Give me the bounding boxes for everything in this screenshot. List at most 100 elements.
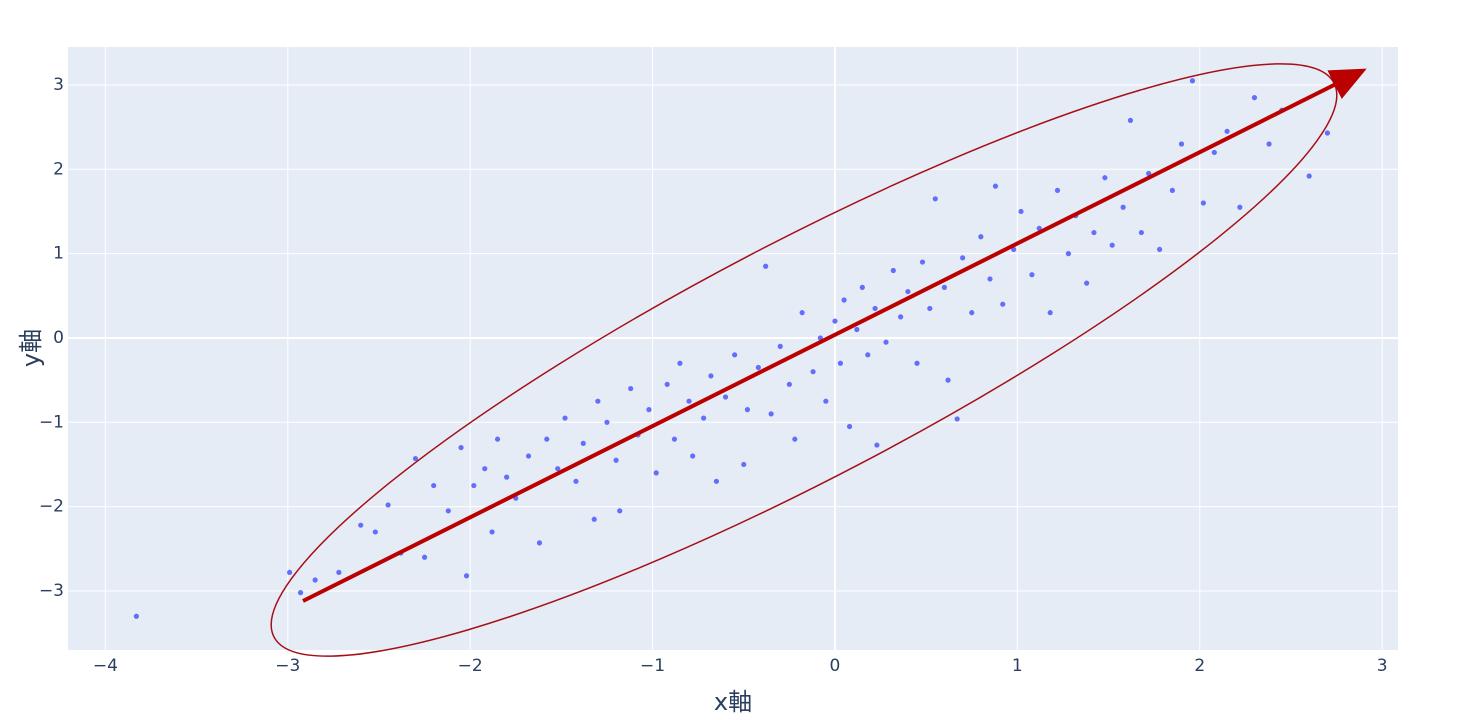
point xyxy=(504,474,510,480)
point xyxy=(1065,251,1072,257)
point xyxy=(653,470,659,476)
point xyxy=(810,369,816,375)
point xyxy=(463,573,470,579)
point xyxy=(336,569,342,576)
point xyxy=(312,577,318,583)
point xyxy=(722,394,729,400)
point xyxy=(713,478,720,484)
point xyxy=(1211,149,1217,156)
point xyxy=(1018,208,1024,215)
point xyxy=(872,305,878,312)
point xyxy=(799,310,805,316)
point xyxy=(1047,310,1053,316)
point xyxy=(536,540,543,546)
point xyxy=(671,436,678,442)
point xyxy=(372,529,378,535)
point xyxy=(471,482,477,489)
point xyxy=(573,478,579,484)
point xyxy=(708,373,714,379)
point xyxy=(932,196,938,202)
point xyxy=(1189,78,1196,84)
point xyxy=(865,352,871,358)
y-tick-label: −3 xyxy=(39,581,64,601)
point xyxy=(1178,141,1185,147)
point xyxy=(1200,200,1206,206)
point xyxy=(617,508,623,514)
point xyxy=(744,407,751,413)
point xyxy=(792,436,798,442)
y-tick-label: 2 xyxy=(53,159,64,179)
point xyxy=(786,381,792,387)
point xyxy=(846,423,853,430)
point xyxy=(1054,187,1061,193)
point xyxy=(1306,173,1312,179)
point xyxy=(732,352,738,358)
point xyxy=(859,284,865,290)
point xyxy=(482,466,488,472)
point xyxy=(1251,95,1258,101)
x-tick-label: 1 xyxy=(1012,656,1023,676)
y-tick-label: −2 xyxy=(39,497,64,517)
point xyxy=(287,569,293,576)
point xyxy=(133,613,139,619)
y-tick-label: 0 xyxy=(53,328,64,348)
point xyxy=(954,416,960,422)
point xyxy=(841,297,847,303)
point xyxy=(1127,117,1134,123)
point xyxy=(1120,204,1126,210)
point xyxy=(987,276,993,282)
point xyxy=(905,288,911,295)
point xyxy=(421,554,428,560)
x-tick-label: 3 xyxy=(1377,656,1388,676)
point xyxy=(832,318,838,324)
point xyxy=(445,508,451,514)
point xyxy=(562,415,568,421)
point xyxy=(686,398,692,404)
point xyxy=(1084,280,1090,286)
point xyxy=(919,259,926,265)
point xyxy=(591,516,597,522)
point xyxy=(489,529,495,535)
point xyxy=(978,234,984,240)
point xyxy=(1109,242,1115,248)
point xyxy=(613,457,619,463)
point xyxy=(1036,225,1042,231)
point xyxy=(677,360,683,366)
point xyxy=(1169,187,1175,193)
point xyxy=(358,522,364,528)
point xyxy=(960,255,966,261)
y-tick-label: 3 xyxy=(53,75,64,95)
point xyxy=(854,326,860,333)
x-tick-label: 2 xyxy=(1194,656,1205,676)
point xyxy=(1324,130,1331,136)
plot-area xyxy=(68,47,1398,650)
point xyxy=(664,381,670,387)
point xyxy=(628,385,634,392)
point xyxy=(431,482,437,489)
point xyxy=(1224,128,1230,134)
x-tick-label: −1 xyxy=(640,656,665,676)
point xyxy=(604,419,610,425)
point xyxy=(297,590,304,596)
point xyxy=(837,360,844,366)
point xyxy=(1266,141,1272,147)
x-tick-label: −4 xyxy=(93,656,118,676)
point xyxy=(898,314,904,320)
point xyxy=(555,466,561,472)
point xyxy=(890,267,896,274)
arrow xyxy=(302,68,1367,603)
y-tick-label: 1 xyxy=(53,244,64,264)
x-tick-label: 0 xyxy=(830,656,841,676)
point xyxy=(823,398,829,404)
x-tick-label: −3 xyxy=(275,656,300,676)
point xyxy=(1138,229,1144,236)
point xyxy=(992,183,999,189)
point xyxy=(544,436,550,442)
point xyxy=(494,436,501,442)
point xyxy=(874,442,880,448)
point xyxy=(580,440,586,446)
point xyxy=(883,339,889,345)
point xyxy=(941,284,947,290)
point xyxy=(914,360,920,366)
